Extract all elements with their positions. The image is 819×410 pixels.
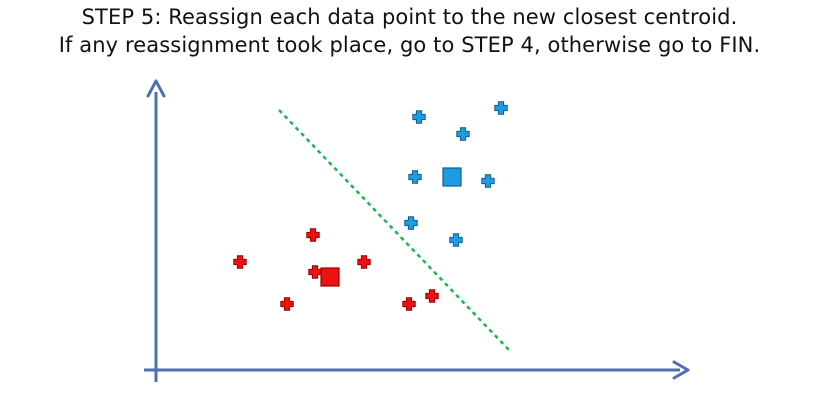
red-centroid (320, 267, 340, 287)
blue-point (408, 170, 422, 184)
x-axis-arrow-icon (672, 360, 690, 380)
red-point (357, 255, 371, 269)
red-point (425, 289, 439, 303)
blue-point (412, 110, 426, 124)
red-point (306, 228, 320, 242)
blue-centroid (442, 167, 462, 187)
red-point (233, 255, 247, 269)
y-axis-arrow-icon (146, 79, 166, 98)
red-point (402, 297, 416, 311)
step-5-instruction: If any reassignment took place, go to ST… (58, 33, 761, 57)
blue-cluster-points (404, 101, 508, 247)
centroids (320, 167, 462, 287)
step-5-title: STEP 5: Reassign each data point to the … (0, 5, 819, 29)
blue-point (481, 174, 495, 188)
step-5-text: Reassign each data point to the new clos… (161, 5, 738, 29)
top-crop-edge (0, 0, 819, 3)
step-label: STEP 5: (81, 5, 162, 29)
y-axis (146, 79, 166, 382)
blue-point (404, 216, 418, 230)
blue-point (449, 233, 463, 247)
red-point (308, 265, 322, 279)
red-point (280, 297, 294, 311)
red-cluster-points (233, 228, 439, 311)
x-axis (144, 360, 690, 380)
blue-point (494, 101, 508, 115)
blue-point (456, 127, 470, 141)
